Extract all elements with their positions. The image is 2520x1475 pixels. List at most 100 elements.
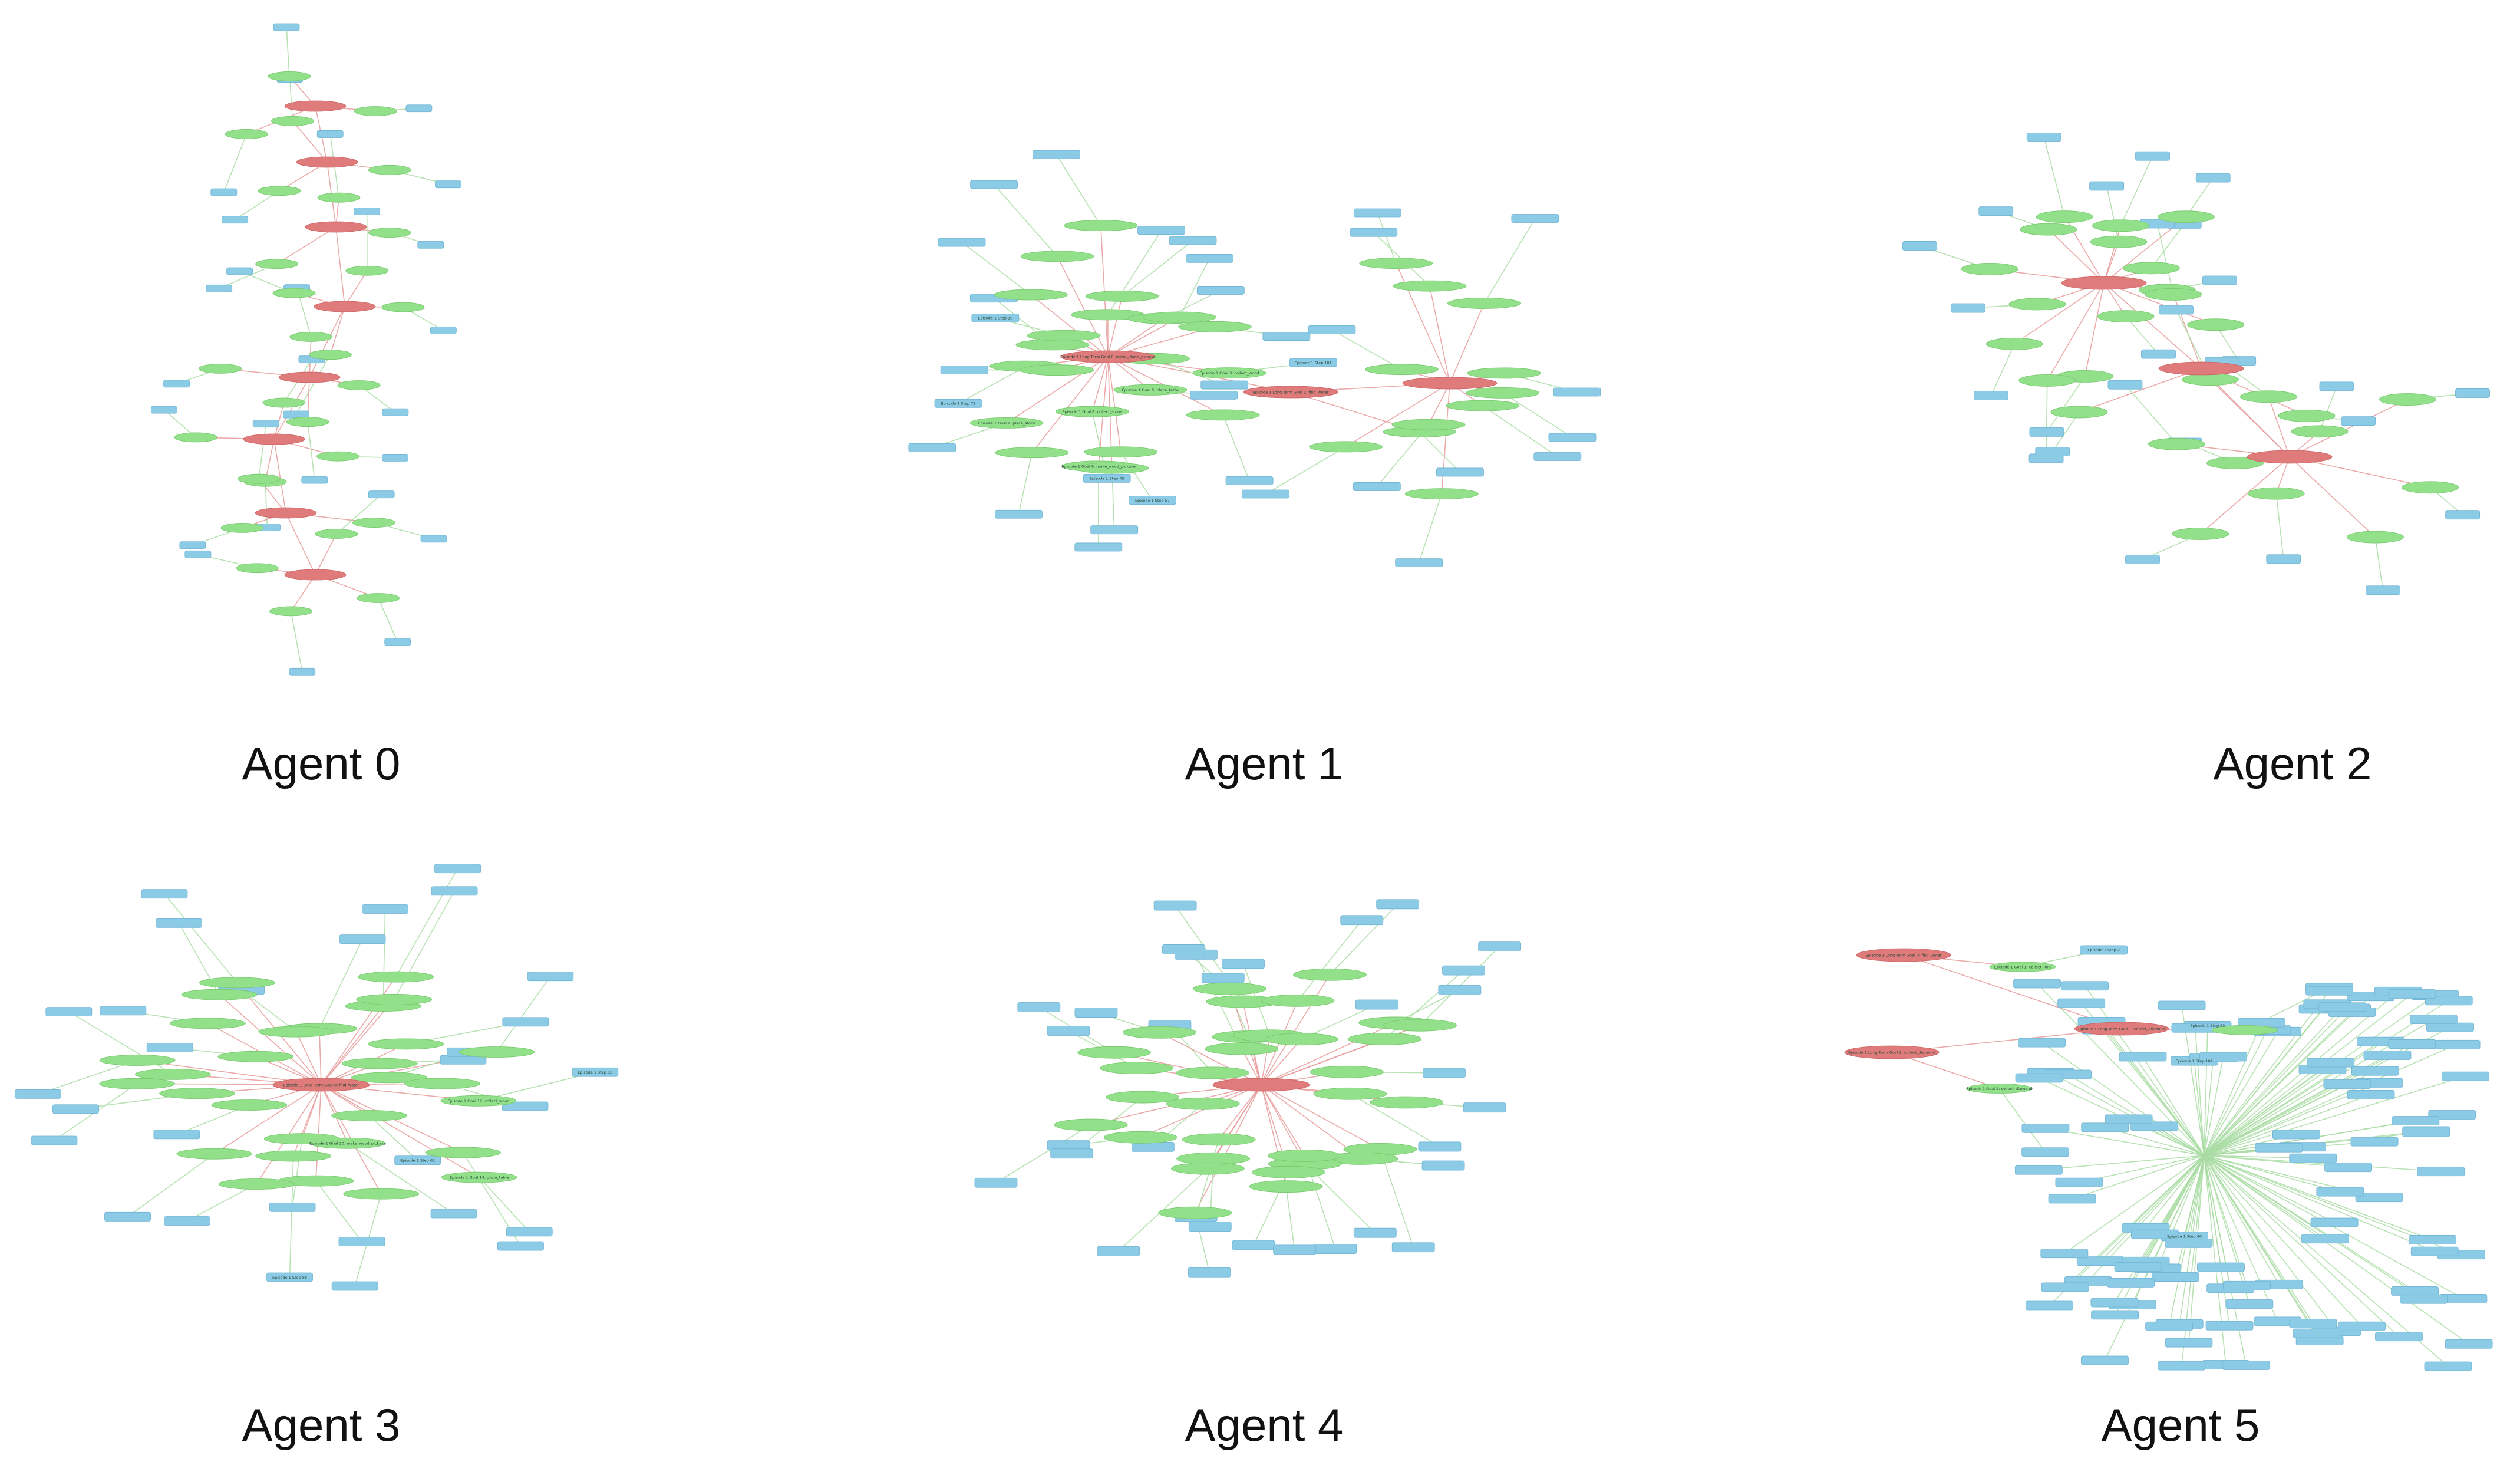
step-node [384, 638, 411, 646]
step-edge [1120, 452, 1153, 501]
goal-node [1313, 1087, 1387, 1100]
goal-node [170, 1018, 246, 1029]
step-node [2018, 1038, 2066, 1048]
goal-edge [1261, 1022, 1396, 1085]
step-node [2350, 1137, 2399, 1147]
step-edge [2204, 1056, 2224, 1156]
step-node [572, 1067, 619, 1077]
step-node [2205, 1321, 2254, 1331]
goal-edge [2200, 456, 2290, 535]
step-node [2080, 945, 2128, 955]
step-label: Episode 1 Step 101 [1295, 360, 1332, 365]
goal-node [995, 447, 1069, 459]
hub-link-edge [1903, 954, 2122, 1029]
step-node [1355, 999, 1398, 1010]
goal-node [1176, 1066, 1250, 1079]
goal-node [225, 129, 268, 139]
step-node [2388, 989, 2436, 999]
step-edge [2050, 1072, 2205, 1156]
goal-node [1404, 488, 1479, 500]
goal-node [1192, 367, 1266, 379]
step-node [266, 1272, 313, 1282]
goal-edge [1261, 1035, 1271, 1085]
step-node [1090, 525, 1139, 535]
goal-node [2379, 393, 2436, 406]
step-node [2061, 981, 2109, 991]
goal-label: Episode 1 Goal 12: collect_wood [447, 1099, 509, 1104]
step-node [1188, 1267, 1231, 1278]
agent-1-graph: Episode 1 Long Term Goal 0: make_stone_p… [790, 0, 1744, 731]
goal-edge [291, 574, 316, 612]
step-node [1308, 325, 1356, 334]
agent-1-graph-svg: Episode 1 Long Term Goal 0: make_stone_p… [908, 150, 1601, 568]
step-node [1353, 208, 1401, 218]
step-label: Episode 1 Step 101 [2176, 1059, 2213, 1064]
goal-node [1015, 339, 1090, 351]
step-edge [2041, 1042, 2205, 1156]
step-node [1418, 1141, 1462, 1152]
step-node [1225, 476, 1274, 485]
step-edge [127, 1153, 215, 1217]
agent-0-graph-svg [150, 23, 461, 676]
step-node [331, 1281, 378, 1291]
goal-node [2018, 374, 2076, 387]
step-node [420, 535, 447, 543]
nodes-layer [150, 23, 461, 676]
long-term-goal-node [284, 569, 347, 581]
goal-edge [315, 534, 337, 575]
step-node [908, 443, 956, 452]
step-edge [2125, 384, 2178, 445]
step-node [2417, 1167, 2465, 1177]
goal-edge [1261, 1084, 1362, 1159]
goal-edge [1140, 1084, 1262, 1138]
step-edge [164, 893, 238, 983]
step-node [1553, 387, 1601, 397]
goal-node [1100, 1062, 1174, 1074]
step-node [2165, 1338, 2213, 1348]
goal-node [2036, 210, 2093, 223]
goal-node [1466, 387, 1540, 399]
long-term-goal-node [1243, 386, 1338, 399]
step-node [2197, 1262, 2245, 1272]
step-edge [2204, 1155, 2250, 1305]
step-node [1273, 1244, 1317, 1255]
goal-edge [2048, 229, 2105, 284]
agent-4-graph-svg [974, 899, 1522, 1278]
step-node [362, 904, 409, 914]
goal-edge [1031, 356, 1109, 453]
goal-label: Episode 1 Goal 6: make_wood_pickaxe [1061, 464, 1136, 469]
step-node [1188, 1222, 1232, 1232]
goal-node [236, 563, 279, 574]
step-node [502, 1017, 549, 1027]
step-node [2089, 181, 2124, 191]
goal-node [1383, 1019, 1457, 1032]
agent-0-caption: Agent 0 [242, 738, 401, 789]
step-edge [336, 494, 382, 535]
goal-edge [2103, 282, 2216, 325]
step-node [179, 541, 206, 549]
step-edge [258, 423, 267, 479]
step-edge [382, 908, 386, 1006]
step-node [104, 1211, 151, 1222]
step-node [2107, 1278, 2155, 1288]
step-edge [2204, 1012, 2353, 1156]
step-node [2125, 555, 2160, 565]
step-node [2029, 427, 2064, 437]
step-label: Episode 1 Step 88 [272, 1275, 307, 1280]
goal-edge [2209, 379, 2290, 457]
goal-node [1264, 1033, 1338, 1046]
agent-5-graph-svg: Episode 1 Long Term Goal 0: find_water Ep… [1844, 945, 2493, 1371]
step-node [1442, 965, 1485, 976]
long-term-goal-node [1844, 1045, 1940, 1059]
goal-node [199, 363, 242, 374]
agent-2-graph [1874, 0, 2520, 731]
step-node [1153, 900, 1197, 911]
goal-node [1985, 337, 2043, 350]
step-edge [2204, 1155, 2433, 1240]
step-edge [2204, 1094, 2371, 1156]
step-node [2165, 1238, 2213, 1248]
goal-node [1348, 1032, 1422, 1045]
hub-link-edge [335, 226, 345, 307]
goal-node [262, 397, 306, 408]
goal-edge [1107, 296, 1123, 357]
